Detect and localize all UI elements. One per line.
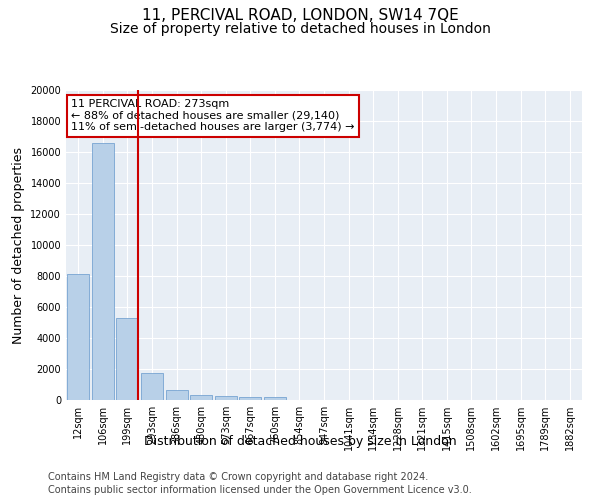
Bar bbox=[190, 394, 212, 400]
Bar bbox=[264, 397, 286, 400]
Text: 11, PERCIVAL ROAD, LONDON, SW14 7QE: 11, PERCIVAL ROAD, LONDON, SW14 7QE bbox=[142, 8, 458, 22]
Bar bbox=[215, 396, 237, 400]
Bar bbox=[67, 274, 89, 400]
Text: Contains public sector information licensed under the Open Government Licence v3: Contains public sector information licen… bbox=[48, 485, 472, 495]
Text: Size of property relative to detached houses in London: Size of property relative to detached ho… bbox=[110, 22, 490, 36]
Bar bbox=[166, 390, 188, 400]
Bar bbox=[141, 373, 163, 400]
Text: Distribution of detached houses by size in London: Distribution of detached houses by size … bbox=[143, 435, 457, 448]
Bar bbox=[92, 142, 114, 400]
Text: Contains HM Land Registry data © Crown copyright and database right 2024.: Contains HM Land Registry data © Crown c… bbox=[48, 472, 428, 482]
Bar bbox=[239, 396, 262, 400]
Y-axis label: Number of detached properties: Number of detached properties bbox=[12, 146, 25, 344]
Bar bbox=[116, 318, 139, 400]
Text: 11 PERCIVAL ROAD: 273sqm
← 88% of detached houses are smaller (29,140)
11% of se: 11 PERCIVAL ROAD: 273sqm ← 88% of detach… bbox=[71, 100, 355, 132]
